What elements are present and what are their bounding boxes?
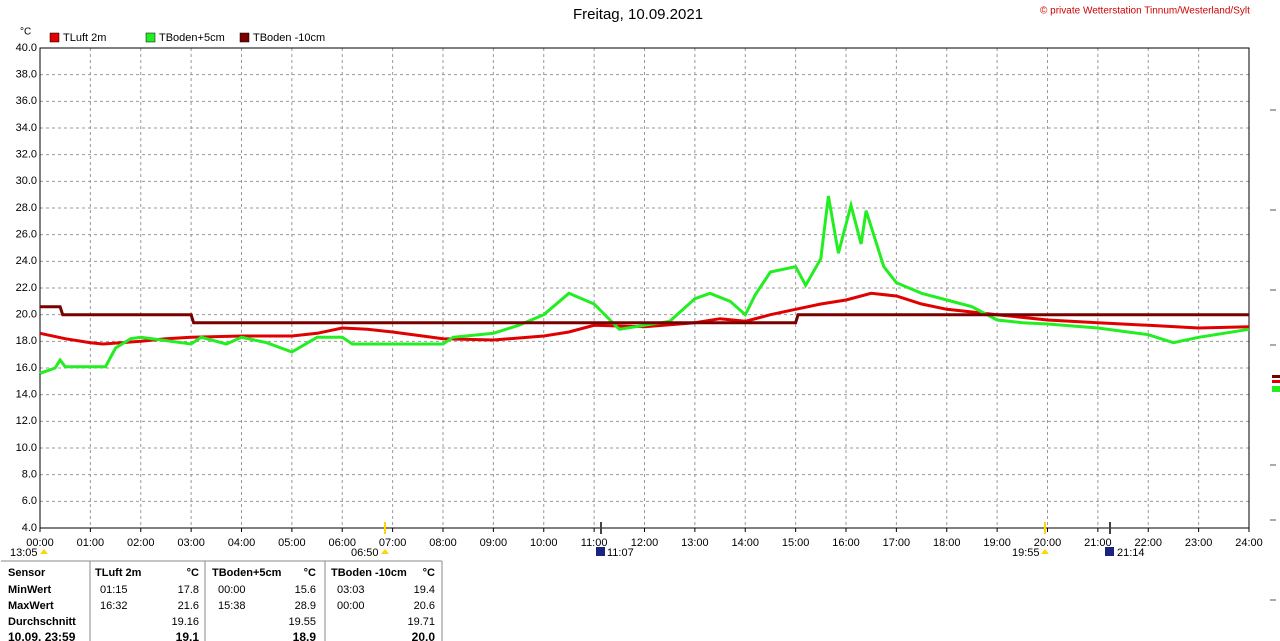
y-tick-label: 16.0 (16, 362, 37, 374)
x-tick-label: 06:00 (328, 537, 356, 549)
cell-value: 19.1 (176, 630, 200, 641)
x-tick-label: 04:00 (228, 537, 256, 549)
y-tick-label: 34.0 (16, 122, 37, 134)
x-tick-label: 03:00 (177, 537, 205, 549)
sun-marker (40, 549, 48, 554)
x-tick-label: 17:00 (883, 537, 911, 549)
x-tick-label: 10:00 (530, 537, 558, 549)
legend-swatch (239, 32, 250, 43)
x-tick-label: 01:00 (77, 537, 105, 549)
series-line (39, 195, 1250, 375)
x-tick-label: 02:00 (127, 537, 155, 549)
cell-time: 16:32 (100, 600, 128, 612)
event-label: 13:05 (10, 547, 38, 559)
sun-marker (1041, 549, 1049, 554)
x-tick-label: 16:00 (832, 537, 860, 549)
moon-marker (1105, 547, 1114, 556)
cell-value: 20.6 (414, 600, 435, 612)
event-label: 11:07 (607, 547, 634, 559)
x-tick-label: 07:00 (379, 537, 407, 549)
series-line (40, 305, 1249, 325)
series-line (39, 291, 1250, 346)
y-unit: °C (20, 27, 31, 38)
legend-label: TBoden -10cm (253, 32, 325, 44)
row-label: MinWert (8, 584, 52, 596)
cell-value: 19.4 (414, 584, 435, 596)
y-tick-label: 22.0 (16, 282, 37, 294)
y-tick-label: 36.0 (16, 95, 37, 107)
row-label: Durchschnitt (8, 616, 76, 628)
right-scale (1270, 109, 1280, 601)
cell-value: 17.8 (178, 584, 199, 596)
legend-label: TBoden+5cm (159, 32, 225, 44)
plot-border (39, 47, 1250, 529)
x-tick-label: 15:00 (782, 537, 810, 549)
cell-time: 01:15 (100, 584, 128, 596)
table-header: TBoden -10cm (331, 567, 407, 579)
x-tick-label: 00:00 (26, 537, 54, 549)
legend-swatch (49, 32, 60, 43)
y-tick-label: 40.0 (16, 42, 37, 54)
cell-time: 15:38 (218, 600, 246, 612)
x-tick-label: 08:00 (429, 537, 457, 549)
table-header: °C (304, 567, 316, 579)
x-tick-label: 11:00 (581, 537, 608, 549)
y-tick-label: 20.0 (16, 309, 37, 321)
y-tick-label: 24.0 (16, 255, 37, 267)
cell-value: 28.9 (295, 600, 316, 612)
y-tick-label: 4.0 (22, 522, 37, 534)
y-tick-label: 12.0 (16, 415, 37, 427)
cell-value: 20.0 (412, 630, 436, 641)
row-label: 10.09. 23:59 (8, 630, 76, 641)
cell-value: 21.6 (178, 600, 199, 612)
table-header: TLuft 2m (95, 567, 142, 579)
cell-time: 00:00 (218, 584, 246, 596)
x-tick-label: 09:00 (480, 537, 508, 549)
x-tick-label: 22:00 (1134, 537, 1162, 549)
cell-value: 19.16 (171, 616, 199, 628)
y-tick-label: 14.0 (16, 389, 37, 401)
table-header: °C (423, 567, 435, 579)
y-tick-label: 6.0 (22, 495, 37, 507)
x-tick-label: 21:00 (1084, 537, 1112, 549)
row-label: MaxWert (8, 600, 54, 612)
copyright: © private Wetterstation Tinnum/Westerlan… (1040, 6, 1250, 17)
cell-value: 19.55 (288, 616, 316, 628)
cell-value: 15.6 (295, 584, 316, 596)
x-tick-label: 05:00 (278, 537, 306, 549)
table-header: °C (187, 567, 199, 579)
x-tick-label: 18:00 (933, 537, 961, 549)
x-tick-label: 19:00 (983, 537, 1011, 549)
x-tick-label: 23:00 (1185, 537, 1213, 549)
legend-label: TLuft 2m (63, 32, 106, 44)
x-tick-label: 12:00 (631, 537, 659, 549)
cell-value: 18.9 (293, 630, 317, 641)
moon-marker (596, 547, 605, 556)
event-label: 19:55 (1012, 547, 1040, 559)
y-tick-label: 10.0 (16, 442, 37, 454)
x-tick-label: 13:00 (681, 537, 709, 549)
event-label: 21:14 (1117, 547, 1145, 559)
y-tick-label: 18.0 (16, 335, 37, 347)
y-tick-label: 28.0 (16, 202, 37, 214)
chart-title: Freitag, 10.09.2021 (573, 6, 703, 23)
x-tick-label: 14:00 (731, 537, 759, 549)
legend-swatch (145, 32, 156, 43)
table-header: Sensor (8, 567, 46, 579)
sun-marker (381, 549, 389, 554)
cell-value: 19.71 (407, 616, 435, 628)
event-label: 06:50 (351, 547, 379, 559)
cell-time: 00:00 (337, 600, 365, 612)
table-header: TBoden+5cm (212, 567, 282, 579)
y-tick-label: 8.0 (22, 469, 37, 481)
x-tick-label: 20:00 (1034, 537, 1062, 549)
cell-time: 03:03 (337, 584, 365, 596)
y-tick-label: 26.0 (16, 229, 37, 241)
y-tick-label: 38.0 (16, 69, 37, 81)
y-tick-label: 32.0 (16, 149, 37, 161)
x-tick-label: 24:00 (1235, 537, 1263, 549)
y-tick-label: 30.0 (16, 175, 37, 187)
